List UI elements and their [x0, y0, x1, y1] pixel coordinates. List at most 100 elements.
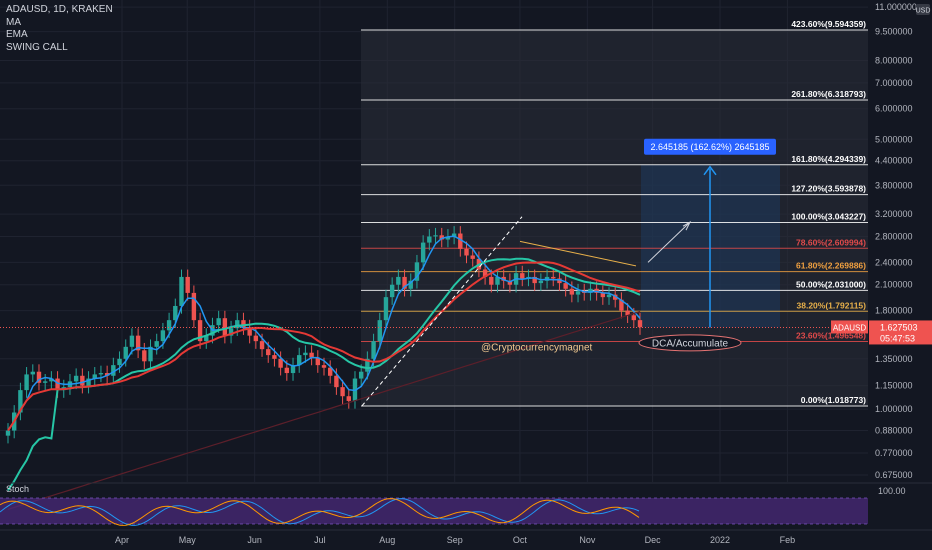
currency-label: USD — [916, 8, 931, 15]
price-tick-label: 8.000000 — [875, 55, 913, 65]
candle-body — [284, 367, 290, 374]
chart-legend: ADAUSD, 1D, KRAKEN MA EMA SWING CALL — [6, 4, 113, 54]
candle-body — [346, 396, 351, 401]
ema-fast-line — [7, 235, 641, 432]
measure-arrowhead — [703, 165, 717, 176]
candle-body — [253, 335, 259, 342]
candle-body — [154, 341, 159, 347]
fib-level-label: 161.80%(4.294339) — [791, 154, 866, 164]
candle-body — [396, 276, 401, 285]
stoch-label: Stoch — [6, 484, 29, 494]
candle-body — [433, 235, 438, 237]
candle-body — [501, 276, 506, 281]
candle-body — [365, 358, 370, 372]
candle-body — [24, 374, 29, 391]
price-tick-label: 0.675000 — [875, 470, 913, 480]
indicator-swing-call[interactable]: SWING CALL — [6, 41, 68, 53]
symbol-tag-label: ADAUSD — [833, 323, 867, 332]
candle-body — [464, 248, 469, 256]
candle-body — [327, 367, 333, 376]
candle-body — [489, 276, 494, 285]
candle-body — [606, 294, 612, 298]
indicator-ema[interactable]: EMA — [6, 29, 28, 40]
fib-level-label: 261.80%(6.318793) — [791, 89, 866, 99]
price-tick-label: 11.000000 — [875, 2, 917, 12]
trend-drawings — [0, 165, 868, 407]
candle-body — [135, 335, 141, 351]
candle-body — [197, 320, 203, 342]
price-tick-label: 3.800000 — [875, 180, 913, 190]
candle-body — [179, 276, 184, 306]
candle-body — [557, 278, 562, 284]
price-tick-label: 0.880000 — [875, 426, 913, 436]
candle-body — [507, 280, 513, 285]
stoch-band — [0, 498, 868, 524]
candle-body — [185, 276, 190, 293]
price-axis[interactable]: 11.000000 9.500000 8.000000 7.000000 6.00000… — [831, 0, 932, 550]
price-tick-label: 9.500000 — [875, 27, 913, 37]
candle-body — [408, 280, 413, 289]
candle-body — [49, 378, 54, 382]
candle-body — [148, 346, 153, 362]
candle-body — [272, 355, 277, 359]
candle-body — [619, 299, 624, 311]
fib-level-label: 61.80%(2.269886) — [796, 261, 866, 271]
time-tick-label: Aug — [379, 535, 395, 545]
stoch-k-line — [0, 498, 640, 526]
candle-body — [625, 310, 630, 316]
time-tick-label: 2022 — [710, 535, 730, 545]
fib-level-label: 78.60%(2.609994) — [796, 237, 866, 247]
long-ma-line — [7, 310, 641, 510]
candle-body — [439, 235, 444, 240]
projection-arrowhead — [682, 220, 692, 231]
candle-body — [278, 358, 283, 368]
price-tick-label: 2.800000 — [875, 231, 913, 241]
time-tick-label: Dec — [645, 535, 662, 545]
price-countdown: 05:47:53 — [880, 333, 915, 343]
candle-body — [309, 352, 314, 358]
candle-body — [315, 357, 321, 366]
price-tick-label: 2.400000 — [875, 257, 913, 267]
fib-level-label: 38.20%(1.792115) — [797, 300, 867, 310]
candle-body — [520, 273, 525, 279]
candle-body — [600, 292, 606, 298]
dca-ellipse — [638, 334, 742, 352]
measure-label-box — [644, 138, 776, 155]
stochastic-pane[interactable]: Stoch 100.00 — [0, 484, 906, 526]
candle-body — [551, 276, 556, 279]
symbol-tag — [831, 320, 868, 334]
candle-body — [241, 320, 246, 328]
time-tick-label: Oct — [513, 535, 528, 545]
candle-body — [129, 335, 135, 347]
moving-averages — [7, 235, 641, 510]
price-tag — [869, 320, 932, 345]
symbol-title[interactable]: ADAUSD, 1D, KRAKEN — [6, 4, 113, 15]
fib-level-label: 127.20%(3.593878) — [791, 184, 866, 194]
candle-body — [297, 355, 302, 366]
candle-body — [166, 320, 172, 331]
candle-body — [222, 318, 228, 336]
stoch-d-line — [0, 498, 640, 526]
price-tick-label: 2.100000 — [875, 280, 913, 290]
candle-body — [588, 288, 593, 293]
time-tick-label: May — [179, 535, 197, 545]
dca-label: DCA/Accumulate — [652, 338, 729, 349]
candle-body — [30, 371, 35, 375]
measure-label: 2.645185 (162.62%) 2645185 — [650, 142, 769, 152]
indicator-ma[interactable]: MA — [6, 16, 21, 28]
trend-dashed-line — [361, 216, 523, 407]
candle-body — [563, 283, 568, 289]
candle-body — [111, 365, 116, 376]
price-tick-label: 3.200000 — [875, 209, 913, 219]
time-axis[interactable]: Apr May Jun Jul Aug Sep Oct Nov Dec 2022 Feb — [0, 482, 932, 545]
candle-body — [36, 371, 42, 383]
candle-body — [173, 305, 178, 321]
stoch-upper-label: 100.00 — [878, 486, 906, 496]
trend-line-down — [519, 240, 637, 267]
fibonacci-levels[interactable]: 423.60%(9.594359) 261.80%(6.318793) 161.80… — [361, 19, 868, 407]
time-tick-label: Apr — [115, 535, 129, 545]
candle-body — [123, 346, 128, 359]
price-axis-background — [868, 0, 932, 550]
price-tick-label: 5.000000 — [875, 134, 913, 144]
